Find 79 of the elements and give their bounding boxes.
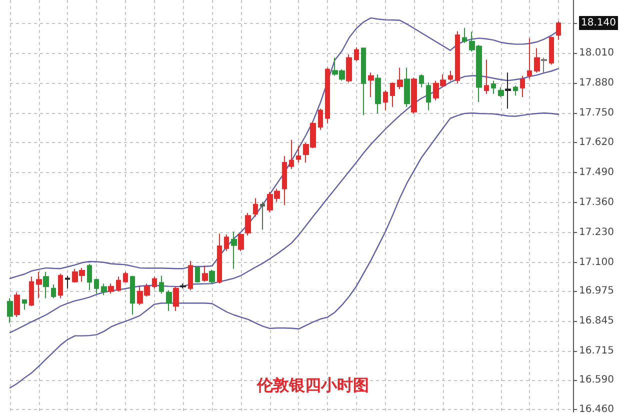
candlestick [346,54,352,83]
candlestick [29,276,34,307]
candlestick [426,82,431,111]
candlestick [36,271,42,299]
y-tick-label: 17.100 [579,256,614,268]
candlestick [159,275,164,294]
y-tick-label: 17.750 [579,107,614,118]
candlestick [209,269,215,284]
y-tick-label: 18.010 [579,47,614,58]
y-tick-label: 16.975 [579,286,614,297]
candlestick [166,290,172,312]
candlestick [65,275,70,289]
candlestick [397,67,403,90]
candlestick [14,292,20,318]
candlestick [411,77,417,114]
y-tick-label: 17.620 [579,137,614,148]
candlestick [520,75,525,98]
candlestick [238,233,244,252]
y-tick-label: 17.230 [579,226,614,238]
candlestick [7,298,13,324]
candlestick [498,86,504,98]
candlestick [448,70,453,82]
y-tick-label: 18.140 [581,18,616,29]
candlestick [108,283,114,294]
candlestick [361,48,366,116]
candlestick [231,231,237,270]
candlestick [58,273,63,299]
candlestick [22,298,27,310]
candlestick [180,283,186,289]
candlestick [325,67,330,124]
candlestick [87,264,92,291]
candlestick [202,265,208,282]
candlestick [152,276,157,289]
y-tick-label: 16.845 [579,316,614,327]
candlestick [404,67,410,108]
candlestick [462,27,467,44]
candlestick [123,271,128,284]
candlestick [260,201,265,230]
text: 伦敦银四小时图 [256,376,369,394]
y-tick-label: 17.360 [579,197,614,208]
candlestick [354,46,359,62]
candlestick [51,284,56,299]
candlestick [296,146,301,163]
candlestick [419,74,424,88]
y-tick-label: 16.590 [579,374,614,386]
candlestick [195,266,200,284]
candlestick [245,212,251,236]
candlestick [375,74,381,114]
candlestick [43,271,49,299]
y-tick-label: 16.460 [579,404,614,416]
candlestick [484,59,489,94]
candlestick [101,283,107,296]
y-tick-label: 16.715 [579,346,614,357]
candlestick [217,233,222,284]
candlestick [173,286,179,312]
y-tick-label: 17.880 [579,77,614,88]
candlestick [224,234,229,252]
candlestick [505,72,511,110]
candlestick [549,36,554,65]
candlestick [289,139,294,170]
candlestick [534,48,540,74]
candlestick [390,82,395,108]
candlestick [94,278,99,294]
candlestick [188,260,193,291]
candlestick [282,156,287,206]
candlestick [368,72,374,98]
y-tick-label: 17.490 [579,167,614,178]
candlestick [318,108,323,130]
candlestick [556,20,561,40]
line-series [9,68,560,334]
candlestick [253,198,258,218]
candlestick [527,38,532,80]
candlestick [541,57,547,74]
candlestick [513,85,518,96]
candlestick [116,276,121,292]
candlestick [130,275,135,316]
candlestick [383,90,388,111]
candlestick [455,30,460,84]
candlestick [491,80,496,94]
